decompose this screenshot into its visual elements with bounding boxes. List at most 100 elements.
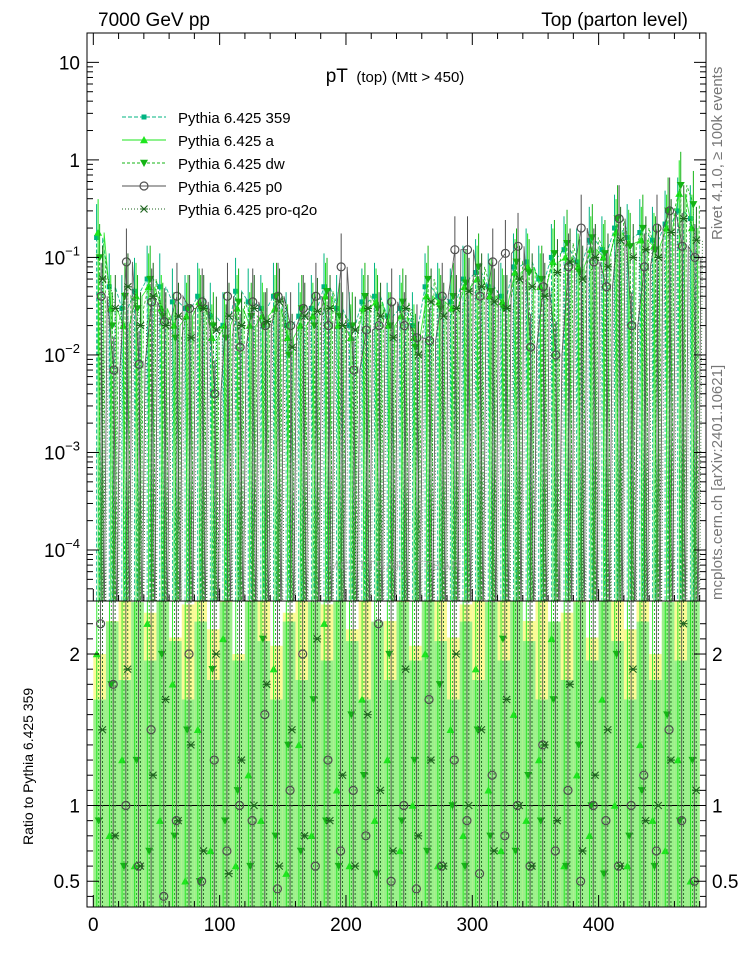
data-point [121,257,132,267]
ratio-point [565,680,574,689]
data-point [528,282,537,291]
data-point [134,359,144,369]
data-point [323,320,334,331]
band-green [560,679,574,907]
data-point [452,304,461,313]
data-point [308,305,314,311]
ratio-point [149,771,158,780]
band-green [345,641,359,907]
data-point [424,275,433,284]
data-point [250,304,259,313]
ratio-series-sp0 [95,601,699,907]
band-green [207,679,220,907]
data-point [561,247,567,253]
ratio-point [111,831,120,840]
data-point [224,312,233,321]
ratio-point [98,725,107,734]
band-green [320,660,334,907]
data-point [427,297,436,306]
data-point [502,304,511,313]
data-point [326,304,335,313]
data-point [123,282,132,291]
data-point [629,253,638,262]
legend-label: Pythia 6.425 p0 [178,179,282,196]
data-point [627,320,637,331]
ratio-point [348,785,358,795]
legend-marker [140,205,148,213]
data-point [450,245,460,255]
data-point [465,287,474,296]
data-point [94,235,100,241]
data-point [566,257,575,266]
title-main: pT [326,66,349,87]
ratio-y-tick-label-right: 0.5 [712,872,738,893]
ratio-point [477,725,486,734]
x-tick-label: 300 [456,915,488,936]
data-point [601,282,612,292]
y-tick-base: 10 [44,248,65,269]
x-tick-label: 200 [330,915,362,936]
legend-label: Pythia 6.425 dw [178,156,285,173]
ratio-point [439,862,448,870]
x-tick-label: 0 [88,915,99,936]
data-point [313,307,322,316]
data-point [187,333,196,342]
y-tick-label: 10−1 [44,243,80,269]
ratio-point [351,862,360,870]
data-point [500,248,510,258]
data-point [667,228,676,237]
band-green [585,660,599,907]
ratio-point [651,846,662,856]
data-point [637,230,643,236]
data-point [612,228,621,236]
band-green [598,601,612,907]
data-point [548,254,554,260]
y-tick-exp: −4 [65,536,80,551]
data-point [336,262,346,272]
data-point [401,304,410,313]
data-point [675,208,681,214]
data-point [172,291,182,301]
ratio-point [666,756,675,764]
data-point [209,322,218,330]
data-point [665,206,675,216]
data-point [311,291,321,301]
ratio-point [206,846,215,855]
data-point [526,342,536,352]
ratio-point [260,710,270,720]
ratio-point [212,650,221,658]
ratio-point [361,831,371,841]
main-plot-area [94,151,703,601]
data-point [624,235,630,241]
ratio-point [601,816,611,826]
data-point [540,292,549,301]
ratio-point [576,876,586,886]
data-point [212,326,221,334]
ratio-point [373,619,384,629]
band-green [244,601,258,907]
data-point [639,262,649,272]
data-point [473,275,482,283]
data-point [169,299,175,305]
data-point [574,259,580,265]
ratio-point [487,770,497,780]
data-point [149,292,158,301]
legend-label: Pythia 6.425 pro-q2o [178,202,317,219]
ratio-point [509,710,518,718]
data-point [222,291,233,301]
band-green [118,679,132,907]
ratio-point [174,816,183,825]
y-tick-base: 10 [44,443,65,464]
ratio-point [136,862,145,870]
data-point [692,236,701,245]
ratio-point [313,634,322,643]
ratio-y-tick-label-right: 2 [712,645,723,666]
data-point [548,257,557,266]
data-point [384,313,390,319]
ratio-point [231,862,240,870]
data-point [348,322,357,330]
y-tick-exp: −2 [65,341,80,356]
data-point [462,245,473,255]
ratio-point [664,725,674,735]
data-point [638,224,647,233]
